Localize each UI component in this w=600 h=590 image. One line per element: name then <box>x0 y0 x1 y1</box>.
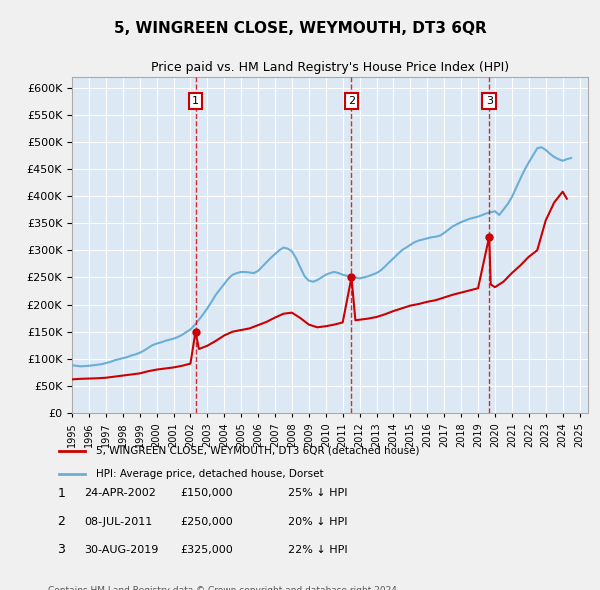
Text: £325,000: £325,000 <box>180 545 233 555</box>
Text: 2: 2 <box>348 96 355 106</box>
Text: 22% ↓ HPI: 22% ↓ HPI <box>288 545 347 555</box>
Text: HPI: Average price, detached house, Dorset: HPI: Average price, detached house, Dors… <box>95 469 323 479</box>
Text: 1: 1 <box>192 96 199 106</box>
Text: £150,000: £150,000 <box>180 489 233 498</box>
Text: Contains HM Land Registry data © Crown copyright and database right 2024.: Contains HM Land Registry data © Crown c… <box>48 586 400 590</box>
Text: 2: 2 <box>58 515 65 528</box>
Text: 3: 3 <box>58 543 65 556</box>
Text: 5, WINGREEN CLOSE, WEYMOUTH, DT3 6QR (detached house): 5, WINGREEN CLOSE, WEYMOUTH, DT3 6QR (de… <box>95 445 419 455</box>
Text: 30-AUG-2019: 30-AUG-2019 <box>84 545 158 555</box>
Text: 24-APR-2002: 24-APR-2002 <box>84 489 156 498</box>
Text: 3: 3 <box>485 96 493 106</box>
Text: 08-JUL-2011: 08-JUL-2011 <box>84 517 152 526</box>
Text: 25% ↓ HPI: 25% ↓ HPI <box>288 489 347 498</box>
Text: 1: 1 <box>58 487 65 500</box>
Text: 20% ↓ HPI: 20% ↓ HPI <box>288 517 347 526</box>
Text: 5, WINGREEN CLOSE, WEYMOUTH, DT3 6QR: 5, WINGREEN CLOSE, WEYMOUTH, DT3 6QR <box>113 21 487 35</box>
Text: £250,000: £250,000 <box>180 517 233 526</box>
Title: Price paid vs. HM Land Registry's House Price Index (HPI): Price paid vs. HM Land Registry's House … <box>151 61 509 74</box>
